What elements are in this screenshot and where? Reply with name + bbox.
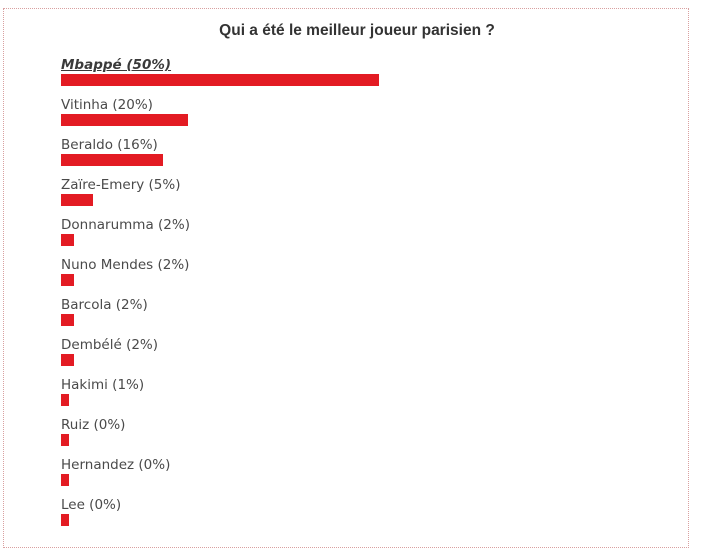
option-label: Nuno Mendes (2%) — [61, 257, 190, 273]
option-bar — [61, 394, 69, 406]
option-label: Donnarumma (2%) — [61, 217, 190, 233]
option-label: Beraldo (16%) — [61, 137, 158, 153]
option-label: Zaïre-Emery (5%) — [61, 177, 181, 193]
option-label: Mbappé (50%) — [61, 57, 172, 73]
option-label: Hakimi (1%) — [61, 377, 145, 393]
option-bar — [61, 274, 74, 286]
option-label: Ruiz (0%) — [61, 417, 126, 433]
option-label: Lee (0%) — [61, 497, 122, 513]
option-label: Barcola (2%) — [61, 297, 148, 313]
option-bar — [61, 314, 74, 326]
option-bar — [61, 194, 93, 206]
option-bar — [61, 114, 188, 126]
option-bar — [61, 514, 69, 526]
option-bar — [61, 154, 163, 166]
option-label: Dembélé (2%) — [61, 337, 159, 353]
option-bar — [61, 354, 74, 366]
option-bar — [61, 434, 69, 446]
option-label: Vitinha (20%) — [61, 97, 153, 113]
option-label: Hernandez (0%) — [61, 457, 171, 473]
option-bar — [61, 234, 74, 246]
poll-title: Qui a été le meilleur joueur parisien ? — [219, 22, 495, 39]
option-bar — [61, 74, 379, 86]
option-bar — [61, 474, 69, 486]
